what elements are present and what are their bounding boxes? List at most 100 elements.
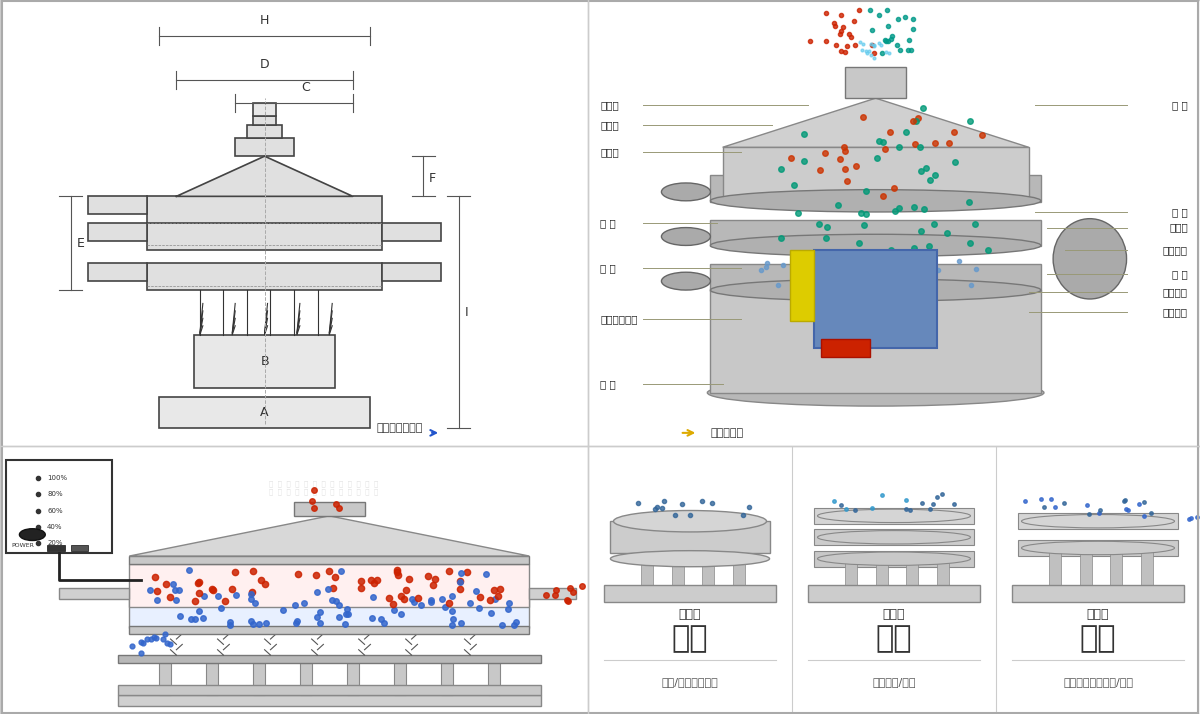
Text: C: C [301, 81, 310, 94]
Bar [710, 264, 1040, 291]
Text: 60%: 60% [47, 508, 62, 513]
Polygon shape [130, 516, 529, 556]
Text: 防尘盖: 防尘盖 [600, 120, 619, 130]
Bar [815, 508, 973, 524]
Text: 去除液体中的颗粒/异物: 去除液体中的颗粒/异物 [1063, 677, 1133, 687]
Bar [442, 663, 452, 695]
Ellipse shape [611, 550, 769, 567]
Text: B: B [260, 355, 269, 368]
Bar [1049, 548, 1061, 585]
Bar [906, 558, 918, 585]
Ellipse shape [707, 379, 1044, 406]
Bar [876, 558, 888, 585]
Text: E: E [77, 237, 84, 250]
Bar [130, 556, 529, 564]
Bar [702, 558, 714, 585]
Bar [247, 125, 282, 139]
Text: 除杂: 除杂 [1080, 625, 1116, 653]
Bar [158, 397, 371, 428]
Ellipse shape [661, 183, 710, 201]
Text: 下部重锤: 下部重锤 [1163, 307, 1188, 318]
Bar [194, 335, 335, 388]
Bar [118, 685, 541, 695]
Ellipse shape [817, 531, 971, 544]
Bar [148, 263, 383, 290]
Bar [382, 263, 442, 281]
Text: POWER: POWER [12, 543, 35, 548]
Text: 筛 盘: 筛 盘 [1172, 269, 1188, 279]
Bar [1019, 513, 1177, 529]
Text: A: A [260, 406, 269, 419]
Text: 上部重锤: 上部重锤 [1163, 245, 1188, 255]
Ellipse shape [817, 552, 971, 565]
Text: 结构示意图: 结构示意图 [710, 428, 744, 438]
Ellipse shape [1021, 515, 1175, 528]
Bar [1080, 548, 1092, 585]
Bar [118, 695, 541, 706]
Bar [6, 460, 112, 553]
Bar [130, 564, 529, 607]
Bar [845, 558, 857, 585]
Bar [394, 663, 406, 695]
Bar [253, 663, 265, 695]
Circle shape [19, 528, 46, 540]
Bar [710, 175, 1040, 201]
Bar [300, 663, 312, 695]
Text: 去除异物/结块: 去除异物/结块 [872, 677, 916, 687]
Text: 20%: 20% [47, 540, 62, 545]
Bar [347, 663, 359, 695]
Text: 进料口: 进料口 [600, 100, 619, 110]
Bar [733, 558, 745, 585]
Text: 过滤: 过滤 [876, 625, 912, 653]
Bar [611, 521, 769, 553]
Text: 三层式: 三层式 [883, 608, 905, 621]
Bar [937, 558, 949, 585]
Text: 颗粒/粉末准确分级: 颗粒/粉末准确分级 [661, 677, 719, 687]
Text: 40%: 40% [47, 523, 62, 530]
Bar [809, 585, 979, 601]
Bar [1013, 585, 1183, 601]
Bar [815, 550, 973, 567]
Bar [710, 220, 1040, 246]
Bar [206, 663, 217, 695]
Bar [158, 663, 170, 695]
Text: 分级: 分级 [672, 625, 708, 653]
Polygon shape [710, 290, 1040, 393]
Text: 筛 网: 筛 网 [1172, 100, 1188, 110]
Bar [722, 147, 1028, 201]
Bar [253, 103, 276, 116]
Text: 振动电机: 振动电机 [1163, 287, 1188, 297]
Bar [59, 588, 130, 599]
Bar [821, 339, 870, 357]
Text: 弹 簧: 弹 簧 [600, 263, 616, 273]
Bar [130, 588, 529, 628]
Bar [488, 663, 499, 695]
Bar [89, 196, 148, 214]
Ellipse shape [710, 190, 1040, 212]
Ellipse shape [710, 234, 1040, 256]
Text: 双层式: 双层式 [1087, 608, 1109, 621]
Ellipse shape [710, 279, 1040, 301]
Text: 的  的  的  的  的  的  的  的  的  的  的  的  的: 的 的 的 的 的 的 的 的 的 的 的 的 的 [269, 481, 378, 487]
Text: 80%: 80% [47, 491, 62, 498]
Bar [235, 139, 294, 156]
Ellipse shape [661, 228, 710, 246]
Bar [89, 263, 148, 281]
Text: 机 座: 机 座 [600, 378, 616, 389]
Text: 100%: 100% [47, 476, 67, 481]
Bar [815, 250, 937, 348]
Bar [118, 655, 541, 663]
Text: 运输固定螺栓: 运输固定螺栓 [600, 314, 637, 324]
Ellipse shape [613, 511, 767, 532]
Text: 加重块: 加重块 [1169, 223, 1188, 233]
Text: 的  的  的  的  的  的  的  的  的  的  的  的  的: 的 的 的 的 的 的 的 的 的 的 的 的 的 [269, 488, 378, 495]
Bar [47, 545, 65, 550]
Text: F: F [430, 172, 437, 185]
Bar [89, 223, 148, 241]
Bar [382, 223, 442, 241]
Ellipse shape [661, 272, 710, 290]
Bar [294, 503, 365, 516]
Bar [130, 625, 529, 634]
Bar [815, 529, 973, 545]
Text: I: I [464, 306, 468, 319]
